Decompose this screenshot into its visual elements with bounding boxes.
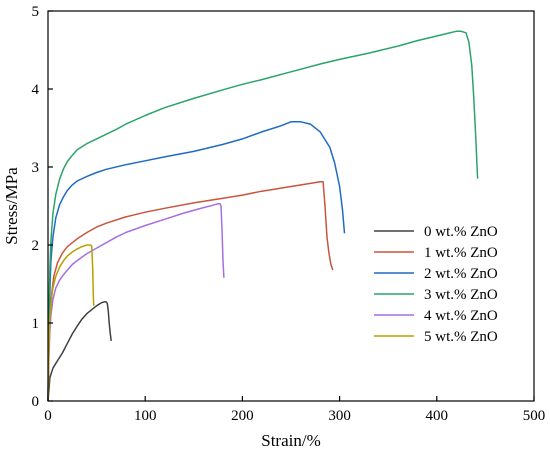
x-tick-label: 500: [523, 408, 546, 424]
legend-label: 1 wt.% ZnO: [424, 245, 498, 261]
y-tick-label: 2: [32, 238, 40, 254]
y-tick-label: 5: [32, 4, 40, 20]
x-tick-label: 400: [426, 408, 449, 424]
series-line-3: [47, 30, 479, 402]
legend-label: 4 wt.% ZnO: [424, 308, 498, 324]
legend-label: 2 wt.% ZnO: [424, 266, 498, 282]
y-tick-label: 0: [32, 394, 40, 410]
legend-item-4: 4 wt.% ZnO: [374, 308, 498, 324]
series-line-0: [47, 301, 112, 402]
legend: 0 wt.% ZnO 1 wt.% ZnO 2 wt.% ZnO 3 wt.% ZnO…: [374, 224, 498, 345]
legend-item-3: 3 wt.% ZnO: [374, 287, 498, 303]
legend-label: 0 wt.% ZnO: [424, 224, 498, 240]
x-tick-label: 300: [328, 408, 351, 424]
y-tick-label: 3: [32, 160, 40, 176]
y-tick-label: 1: [32, 316, 40, 332]
x-tick-label: 200: [231, 408, 254, 424]
plot-lines: [47, 30, 479, 402]
plot-frame: [47, 10, 535, 402]
series-line-2: [47, 121, 346, 402]
y-axis-ticks: 0 1 2 3 4 5: [32, 4, 53, 410]
legend-item-0: 0 wt.% ZnO: [374, 224, 498, 240]
series-line-4: [47, 202, 225, 402]
x-axis-ticks: 0 100 200 300 400 500: [44, 396, 545, 424]
series-line-1: [47, 181, 334, 402]
series-line-5: [47, 244, 95, 402]
x-tick-label: 0: [44, 408, 52, 424]
y-axis-title: Stress/MPa: [2, 167, 21, 245]
legend-label: 5 wt.% ZnO: [424, 329, 498, 345]
legend-item-2: 2 wt.% ZnO: [374, 266, 498, 282]
y-tick-label: 4: [32, 82, 40, 98]
legend-label: 3 wt.% ZnO: [424, 287, 498, 303]
x-tick-label: 100: [134, 408, 157, 424]
x-axis-title: Strain/%: [261, 431, 321, 450]
legend-item-5: 5 wt.% ZnO: [374, 329, 498, 345]
legend-item-1: 1 wt.% ZnO: [374, 245, 498, 261]
